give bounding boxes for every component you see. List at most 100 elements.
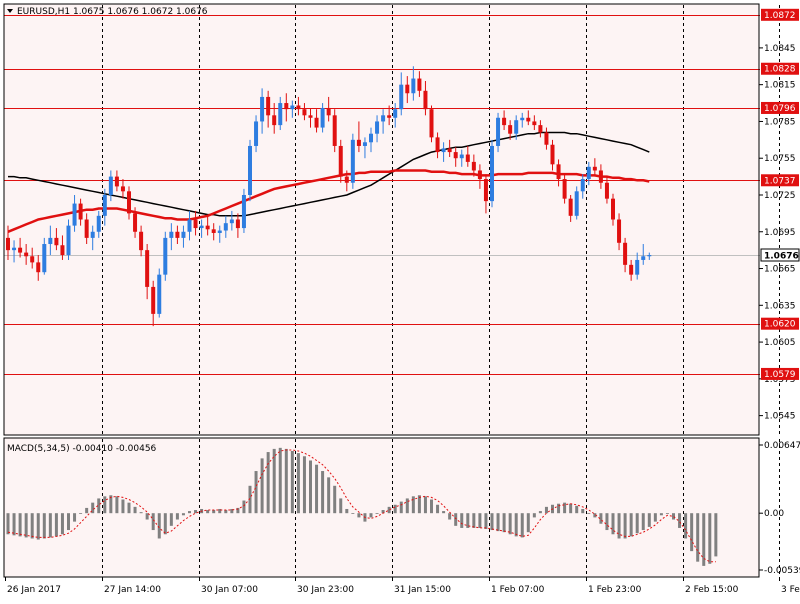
macd-histogram-bar [85,508,88,513]
candle[interactable] [430,106,434,143]
candle[interactable] [333,109,337,152]
candle-body [103,195,107,216]
macd-histogram-bar [255,471,258,513]
macd-histogram-bar [630,513,633,536]
candle-body [484,179,488,201]
candle-body [563,179,567,199]
macd-histogram-bar [67,513,70,530]
candle-body [339,146,343,177]
macd-histogram-bar [436,505,439,513]
candle-body [430,109,434,137]
candle-body [91,232,95,238]
price-level-tag: 1.0620 [761,318,799,330]
candle-body [157,275,161,314]
candle-body [557,164,561,179]
macd-tick-label: 0.00 [764,509,784,519]
candle-body [502,118,506,125]
price-tick-label: 1.0815 [764,81,796,91]
macd-tick-label: 0.00647 [764,441,800,451]
macd-histogram-bar [376,513,379,514]
macd-histogram-bar [394,505,397,513]
macd-histogram-bar [497,513,500,531]
macd-histogram-bar [539,511,542,513]
macd-histogram-bar [472,513,475,528]
macd-histogram-bar [194,510,197,513]
candle-body [526,118,530,122]
candle-body [363,142,367,146]
price-level-tag-label: 1.0872 [764,11,796,21]
candle-body [109,177,113,195]
macd-label: MACD(5,34,5) -0.00410 -0.00456 [7,444,157,454]
macd-histogram-bar [242,501,245,514]
candle[interactable] [351,134,355,189]
macd-histogram-bar [642,513,645,530]
macd-histogram-bar [605,513,608,530]
candle-body [302,109,306,115]
macd-histogram-bar [43,513,46,538]
candle-body [436,137,440,152]
candle-body [327,108,331,115]
macd-histogram-bar [345,509,348,513]
candle-body [569,199,573,216]
symbol-label: EURUSD,H1 1.0675 1.0676 1.0672 1.0676 [17,7,208,17]
time-tick-label: 27 Jan 14:00 [104,585,161,595]
candle[interactable] [163,232,167,281]
candle[interactable] [157,269,161,318]
candle-body [593,167,597,171]
candle[interactable] [575,186,579,219]
candle-body [405,85,409,94]
macd-histogram-bar [587,513,590,514]
candle-body [127,191,131,213]
macd-histogram-bar [515,513,518,536]
candle-body [242,195,246,228]
candle-body [617,220,621,243]
candle-body [169,232,173,238]
candle[interactable] [339,140,343,183]
candle-body [321,108,325,128]
candle-body [345,177,349,183]
macd-histogram-bar [388,507,391,513]
macd-histogram-bar [37,513,40,539]
macd-histogram-bar [121,499,124,513]
macd-histogram-bar [224,510,227,513]
price-tick-label: 1.0545 [764,412,796,422]
candle-body [218,231,222,233]
macd-histogram-bar [581,509,584,513]
price-level-tag-label: 1.0620 [764,320,796,330]
price-tick-label: 1.0755 [764,154,796,164]
candle-body [309,115,313,117]
candle[interactable] [490,140,494,207]
macd-histogram-bar [164,513,167,534]
price-tick-label: 1.0695 [764,228,796,238]
candle-body [357,140,361,146]
candle[interactable] [242,189,246,233]
macd-histogram-bar [212,510,215,513]
candle[interactable] [248,140,252,201]
macd-histogram-bar [370,513,373,517]
macd-histogram-bar [351,513,354,514]
price-level-tag-label: 1.0828 [764,65,796,75]
macd-histogram-bar [684,513,687,538]
price-level-tag: 1.0872 [761,9,799,21]
macd-histogram-bar [442,511,445,513]
candle-body [42,244,46,272]
candle-body [145,250,149,287]
macd-histogram-bar [273,449,276,513]
candle-body [544,132,548,144]
candle-body [278,103,282,125]
candle-body [6,238,10,250]
symbol-header[interactable]: EURUSD,H1 1.0675 1.0676 1.0672 1.0676 [7,7,208,17]
macd-histogram-bar [521,513,524,537]
candle-body [393,109,397,118]
macd-histogram-bar [418,495,421,513]
macd-histogram-bar [333,486,336,513]
macd-histogram-bar [79,513,82,514]
candle-body [490,146,494,201]
macd-tick-label: -0.00539 [764,566,800,576]
macd-histogram-bar [158,513,161,538]
macd-histogram-bar [321,471,324,513]
candle-body [466,155,470,162]
macd-histogram-bar [648,513,651,527]
